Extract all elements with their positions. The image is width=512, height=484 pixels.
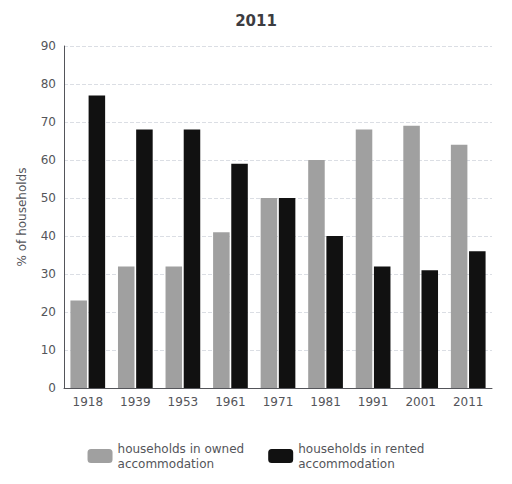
svg-text:2011: 2011: [453, 395, 484, 409]
svg-text:60: 60: [41, 153, 56, 167]
svg-text:accommodation: accommodation: [298, 457, 395, 471]
svg-text:0: 0: [48, 381, 56, 395]
svg-text:% of households: % of households: [15, 168, 29, 267]
svg-text:1953: 1953: [168, 395, 199, 409]
svg-text:80: 80: [41, 77, 56, 91]
svg-text:2001: 2001: [405, 395, 436, 409]
svg-text:10: 10: [41, 343, 56, 357]
svg-text:1961: 1961: [215, 395, 246, 409]
svg-text:20: 20: [41, 305, 56, 319]
svg-text:1918: 1918: [73, 395, 104, 409]
svg-text:40: 40: [41, 229, 56, 243]
svg-text:30: 30: [41, 267, 56, 281]
svg-text:1939: 1939: [120, 395, 151, 409]
svg-text:2011: 2011: [235, 12, 277, 30]
svg-text:50: 50: [41, 191, 56, 205]
svg-text:households in rented: households in rented: [298, 442, 424, 456]
svg-text:90: 90: [41, 39, 56, 53]
svg-text:1981: 1981: [310, 395, 341, 409]
svg-text:70: 70: [41, 115, 56, 129]
svg-text:1971: 1971: [263, 395, 294, 409]
svg-text:households in owned: households in owned: [118, 442, 245, 456]
svg-text:1991: 1991: [358, 395, 389, 409]
svg-text:accommodation: accommodation: [118, 457, 215, 471]
